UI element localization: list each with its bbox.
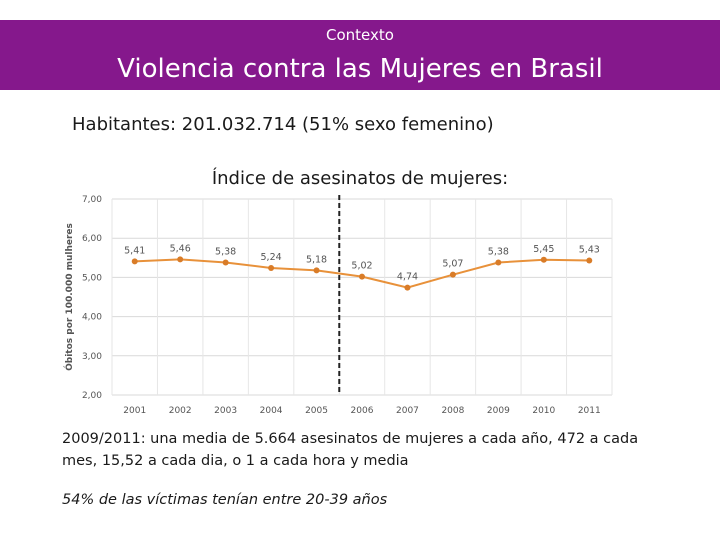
data-point xyxy=(268,264,275,271)
x-tick-label: 2011 xyxy=(578,406,601,416)
data-point xyxy=(359,273,365,280)
data-label: 5,46 xyxy=(170,243,191,254)
x-tick-label: 2010 xyxy=(532,406,555,416)
data-label: 5,02 xyxy=(351,261,372,272)
x-tick-label: 2008 xyxy=(441,406,464,416)
x-tick-label: 2003 xyxy=(214,406,237,416)
data-label: 5,38 xyxy=(488,247,509,258)
data-label: 5,18 xyxy=(306,254,327,265)
data-label: 4,74 xyxy=(397,272,418,283)
data-point xyxy=(495,259,502,266)
header-banner: Contexto Violencia contra las Mujeres en… xyxy=(0,20,720,90)
x-tick-label: 2005 xyxy=(305,406,328,416)
data-point xyxy=(177,256,184,263)
line-chart: 2,00 3,00 4,00 5,00 6,00 7,00 Óbitos por 100.0… xyxy=(63,195,613,416)
y-tick-label: 2,00 xyxy=(82,391,102,401)
x-tick-label: 2007 xyxy=(396,406,419,416)
data-point xyxy=(586,257,593,264)
age-note: 54% de las víctimas tenían entre 20-39 a… xyxy=(62,492,388,508)
y-tick-label: 4,00 xyxy=(82,313,102,323)
data-point xyxy=(540,256,547,263)
x-tick-label: 2001 xyxy=(123,406,146,416)
population-text: Habitantes: 201.032.714 (51% sexo femeni… xyxy=(72,114,494,135)
y-axis-title: Óbitos por 100.000 mulheres xyxy=(63,223,75,371)
data-label: 5,38 xyxy=(215,247,236,258)
data-label: 5,43 xyxy=(579,245,600,256)
y-tick-label: 6,00 xyxy=(82,234,102,244)
x-tick-label: 2004 xyxy=(260,406,283,416)
data-point xyxy=(131,258,138,265)
x-tick-label: 2002 xyxy=(169,406,192,416)
data-point xyxy=(449,271,456,278)
data-label: 5,07 xyxy=(442,259,463,270)
x-tick-label: 2009 xyxy=(487,406,510,416)
statistics-paragraph: 2009/2011: una media de 5.664 asesinatos… xyxy=(62,431,639,469)
data-label: 5,41 xyxy=(124,245,145,256)
data-point xyxy=(404,284,411,291)
header-subtitle: Contexto xyxy=(326,26,394,44)
y-tick-label: 7,00 xyxy=(82,195,102,205)
header-title: Violencia contra las Mujeres en Brasil xyxy=(117,54,603,84)
y-tick-label: 3,00 xyxy=(82,352,102,362)
data-label: 5,45 xyxy=(533,244,554,255)
chart-title: Índice de asesinatos de mujeres: xyxy=(211,168,509,189)
data-point xyxy=(222,259,229,266)
data-label: 5,24 xyxy=(261,252,282,263)
x-tick-label: 2006 xyxy=(351,406,374,416)
data-point xyxy=(313,267,320,274)
y-tick-label: 5,00 xyxy=(82,273,102,283)
